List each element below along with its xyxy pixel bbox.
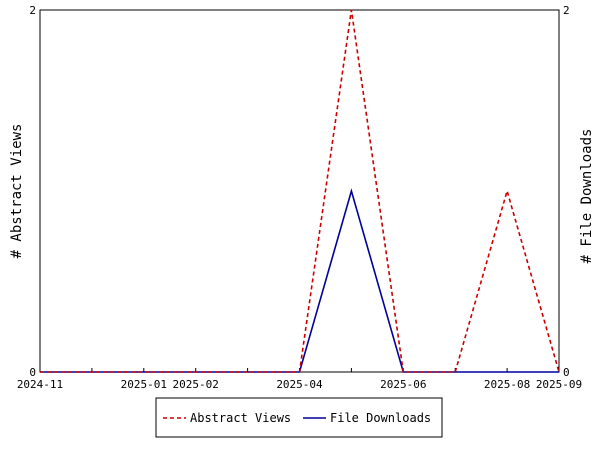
x-tick-label: 2025-04 <box>276 378 323 391</box>
x-tick-label: 2025-02 <box>173 378 219 391</box>
y-left-tick-label: 2 <box>29 4 36 17</box>
legend-box <box>155 397 443 438</box>
series-line-abstract-views <box>40 9 560 373</box>
x-tick-label: 2025-01 <box>121 378 167 391</box>
y-axis-ticks: 0 2 0 2 <box>29 4 569 379</box>
y-axis-left-label: # Abstract Views <box>9 124 25 259</box>
y-right-tick-label: 2 <box>563 4 570 17</box>
series-layer <box>40 9 560 373</box>
x-tick-label: 2024-11 <box>17 378 63 391</box>
x-tick-label: 2025-08 <box>484 378 530 391</box>
x-axis-ticks: 2024-11 2025-01 2025-02 2025-04 2025-06 2025-… <box>17 368 582 391</box>
plot-frame <box>39 9 560 373</box>
x-tick-label: 2025-06 <box>380 378 426 391</box>
legend: Abstract Views File Downloads <box>155 397 443 438</box>
y-axis-right-label: # File Downloads <box>579 129 595 264</box>
legend-label-abstract-views: Abstract Views <box>190 411 291 425</box>
y-right-tick-label: 0 <box>563 366 570 379</box>
y-left-tick-label: 0 <box>29 366 36 379</box>
legend-label-file-downloads: File Downloads <box>330 411 431 425</box>
plot-area-border <box>39 9 560 373</box>
x-tick-label: 2025-09 <box>536 378 582 391</box>
